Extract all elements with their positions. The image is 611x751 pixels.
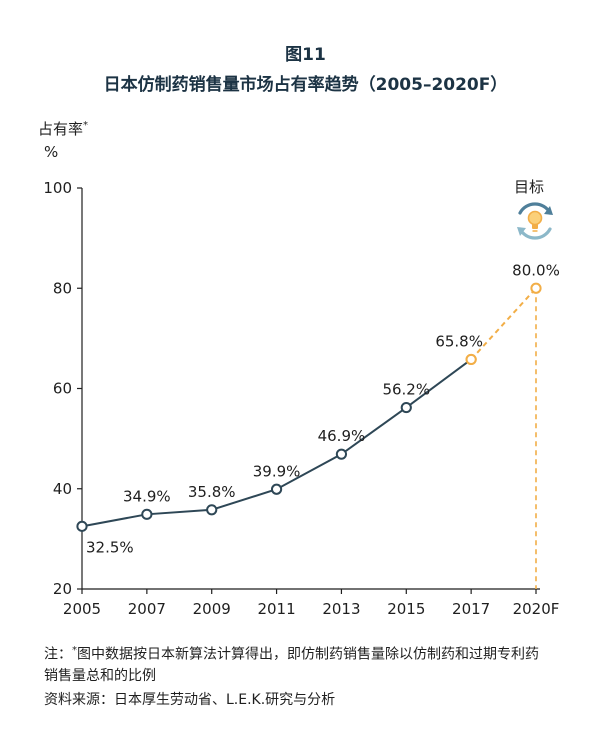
- data-label: 65.8%: [435, 332, 483, 350]
- y-axis-title: 占有率*: [38, 118, 88, 139]
- y-tick-label: 40: [53, 480, 72, 498]
- data-point: [141, 508, 153, 520]
- x-tick-label: 2007: [128, 600, 166, 618]
- data-label: 46.9%: [318, 427, 366, 445]
- x-tick-label: 2020F: [513, 600, 560, 618]
- data-point: [400, 401, 412, 414]
- line-chart: 20 40 60 80 100 2005 2007 2009 2011 2013 2015 2017 2…: [43, 179, 560, 618]
- y-tick-label: 80: [53, 279, 72, 297]
- data-point: [206, 504, 218, 516]
- footnote-mark: *: [72, 645, 77, 656]
- x-tick-label: 2005: [63, 600, 101, 618]
- y-axis-title-mark: *: [83, 120, 89, 131]
- x-tick-label: 2013: [322, 600, 360, 618]
- chart-title: 日本仿制药销售量市场占有率趋势（2005–2020F）: [103, 75, 508, 95]
- x-tick-label: 2011: [257, 600, 295, 618]
- footnote-text: 图中数据按日本新算法计算得出，即仿制药销售量除以仿制药和过期专利药销售量总和的比…: [44, 646, 539, 684]
- data-label: 35.8%: [188, 483, 236, 501]
- y-tick-label: 100: [43, 179, 72, 197]
- target-data-point: [465, 353, 477, 366]
- target-series-line: [470, 287, 537, 361]
- footnote: 注：*图中数据按日本新算法计算得出，即仿制药销售量除以仿制药和过期专利药销售量总…: [44, 640, 544, 687]
- data-label: 34.9%: [123, 487, 171, 505]
- x-tick-label: 2015: [387, 600, 425, 618]
- figure-label: 图11: [285, 45, 326, 65]
- data-point: [76, 520, 88, 532]
- data-label: 39.9%: [253, 462, 301, 480]
- data-label: 32.5%: [86, 538, 134, 556]
- y-axis-unit: %: [44, 143, 59, 161]
- footnote-prefix: 注：: [44, 646, 72, 663]
- y-tick-label: 60: [53, 380, 72, 398]
- source-note: 资料来源：日本厚生劳动省、L.E.K.研究与分析: [44, 692, 336, 708]
- y-tick-label: 20: [53, 580, 72, 598]
- x-tick-label: 2017: [452, 600, 490, 618]
- data-label: 56.2%: [382, 381, 430, 399]
- y-axis-title-text: 占有率: [38, 120, 84, 138]
- data-point: [335, 448, 348, 460]
- data-label: 80.0%: [512, 261, 560, 279]
- target-label: 目标: [514, 178, 545, 196]
- x-tick-label: 2009: [193, 600, 231, 618]
- target-data-point: [530, 282, 542, 294]
- lightbulb-target-icon: [517, 202, 553, 240]
- data-point: [270, 483, 283, 495]
